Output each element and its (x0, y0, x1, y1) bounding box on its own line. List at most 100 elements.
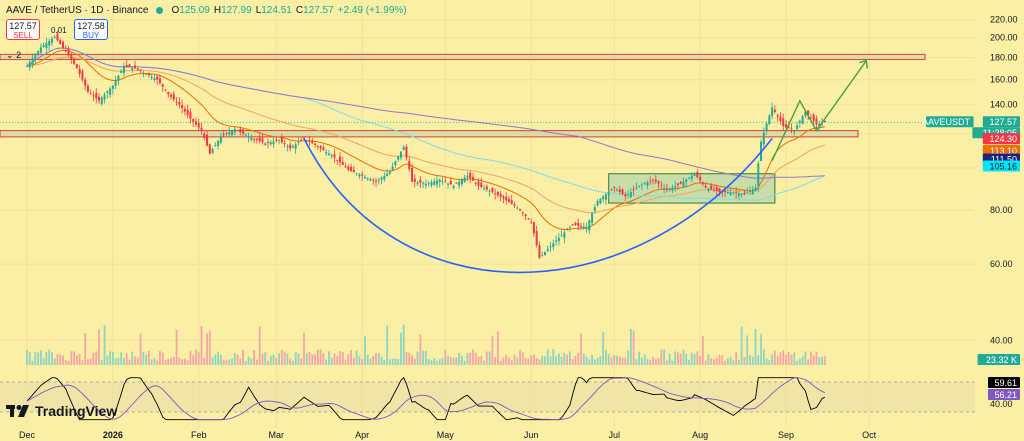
candle-body[interactable] (150, 76, 153, 78)
candle-body[interactable] (557, 237, 560, 242)
candle-body[interactable] (441, 180, 444, 182)
candle-body[interactable] (746, 192, 749, 194)
candle-body[interactable] (519, 209, 522, 211)
candle-body[interactable] (732, 192, 735, 194)
candle-body[interactable] (629, 192, 632, 197)
candle-body[interactable] (222, 134, 225, 136)
candle-body[interactable] (444, 181, 447, 183)
candle-body[interactable] (632, 189, 635, 191)
candle-body[interactable] (269, 142, 272, 145)
candle-body[interactable] (48, 40, 51, 46)
candle-body[interactable] (192, 119, 195, 122)
candle-body[interactable] (438, 179, 441, 183)
candle-body[interactable] (28, 62, 31, 68)
candle-body[interactable] (765, 123, 768, 131)
candle-body[interactable] (568, 227, 571, 229)
candle-body[interactable] (145, 73, 148, 75)
candle-body[interactable] (427, 182, 430, 184)
candle-body[interactable] (300, 140, 303, 141)
candle-body[interactable] (64, 50, 67, 52)
candle-body[interactable] (308, 141, 311, 142)
candle-body[interactable] (649, 180, 652, 182)
candle-body[interactable] (366, 178, 369, 180)
zone-breakout-level[interactable] (0, 130, 859, 138)
candle-body[interactable] (582, 226, 585, 229)
candle-body[interactable] (726, 192, 729, 194)
candle-body[interactable] (322, 147, 325, 151)
candle-body[interactable] (411, 167, 414, 182)
candle-body[interactable] (460, 179, 463, 185)
candle-body[interactable] (635, 187, 638, 189)
candle-body[interactable] (336, 159, 339, 161)
candle-body[interactable] (665, 188, 668, 190)
candle-body[interactable] (103, 94, 106, 100)
candle-body[interactable] (701, 182, 704, 185)
candle-body[interactable] (181, 105, 184, 109)
candle-body[interactable] (804, 111, 807, 117)
candle-body[interactable] (45, 42, 48, 49)
candle-body[interactable] (95, 93, 98, 99)
candle-body[interactable] (42, 45, 45, 47)
candle-body[interactable] (89, 93, 92, 95)
candle-body[interactable] (172, 94, 175, 100)
candle-body[interactable] (485, 186, 488, 190)
candle-body[interactable] (690, 175, 693, 180)
candle-body[interactable] (513, 204, 516, 206)
candle-body[interactable] (729, 192, 732, 195)
candle-body[interactable] (463, 177, 466, 183)
candle-body[interactable] (599, 198, 602, 204)
candle-body[interactable] (311, 140, 314, 144)
candle-body[interactable] (255, 139, 258, 141)
candle-body[interactable] (424, 183, 427, 186)
candle-body[interactable] (704, 185, 707, 188)
candle-body[interactable] (369, 179, 372, 181)
candle-body[interactable] (158, 78, 161, 84)
candle-body[interactable] (693, 173, 696, 176)
candle-body[interactable] (521, 212, 524, 214)
candle-body[interactable] (303, 137, 305, 139)
candle-body[interactable] (214, 145, 217, 147)
candle-body[interactable] (748, 190, 751, 192)
candle-body[interactable] (574, 222, 577, 226)
candle-body[interactable] (449, 180, 452, 185)
candle-body[interactable] (73, 58, 76, 64)
candle-body[interactable] (610, 189, 613, 191)
candle-body[interactable] (186, 109, 189, 116)
candle-body[interactable] (499, 193, 502, 197)
candle-body[interactable] (524, 214, 527, 217)
candle-body[interactable] (771, 107, 774, 116)
candle-body[interactable] (535, 231, 538, 246)
candle-body[interactable] (333, 154, 336, 158)
candle-body[interactable] (358, 174, 361, 177)
candle-body[interactable] (92, 95, 95, 97)
candle-body[interactable] (505, 196, 508, 201)
candle-body[interactable] (250, 137, 253, 141)
candle-body[interactable] (754, 187, 757, 192)
candle-body[interactable] (643, 183, 646, 185)
candle-body[interactable] (474, 183, 477, 184)
candle-body[interactable] (236, 130, 239, 131)
candle-body[interactable] (807, 110, 810, 115)
candle-body[interactable] (798, 120, 801, 123)
candle-body[interactable] (668, 188, 671, 190)
candle-body[interactable] (624, 194, 627, 197)
candle-body[interactable] (469, 172, 472, 179)
candle-body[interactable] (272, 141, 275, 145)
candle-body[interactable] (613, 186, 616, 188)
candle-body[interactable] (818, 123, 821, 127)
candle-body[interactable] (602, 196, 605, 200)
candle-body[interactable] (502, 196, 505, 199)
candle-body[interactable] (496, 191, 499, 196)
candle-body[interactable] (621, 189, 624, 195)
candle-body[interactable] (291, 146, 294, 148)
candle-body[interactable] (743, 192, 746, 195)
candle-body[interactable] (580, 225, 582, 227)
candle-body[interactable] (416, 182, 419, 184)
candle-body[interactable] (560, 235, 563, 237)
candle-body[interactable] (507, 199, 510, 203)
candle-body[interactable] (297, 142, 300, 144)
candle-body[interactable] (715, 187, 718, 192)
candle-body[interactable] (394, 161, 397, 166)
candle-body[interactable] (458, 181, 461, 186)
candle-body[interactable] (120, 70, 123, 73)
